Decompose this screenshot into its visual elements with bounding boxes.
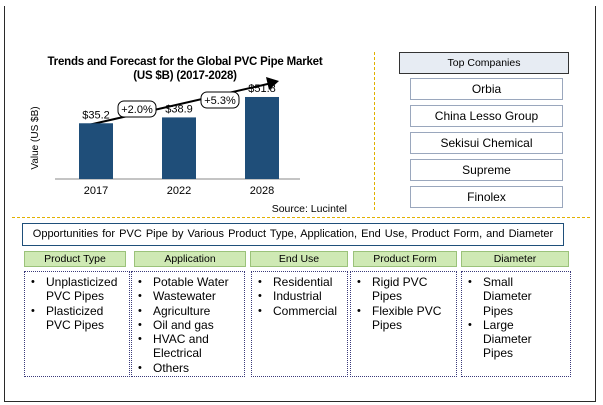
column-product-form: Rigid PVC Pipes Flexible PVC Pipes (350, 271, 457, 377)
top-companies-header: Top Companies (399, 52, 569, 74)
data-label: $38.9 (165, 103, 193, 115)
bar-chart: Value (US $B) +2.0% +5.3% $35.2 2017 $38.9… (30, 77, 347, 215)
chart-subtitle: (US $B) (2017-2028) (133, 70, 237, 82)
growth-annotation-label: +2.0% (121, 104, 153, 116)
chart-source: Source: Lucintel (272, 203, 347, 215)
growth-arrow (83, 82, 273, 127)
list-item: Others (132, 361, 244, 376)
column-product-type: Unplasticized PVC Pipes Plasticized PVC … (24, 271, 130, 377)
horizontal-divider (12, 217, 590, 218)
company-item: Finolex (410, 186, 563, 208)
chart-title-block: Trends and Forecast for the Global PVC P… (20, 55, 350, 83)
list-item: HVAC and Electrical (132, 332, 244, 361)
growth-annotation-label: +5.3% (204, 95, 236, 107)
growth-arrow-head (266, 77, 279, 90)
list-item: Large Diameter Pipes (462, 318, 570, 361)
data-label: $51.8 (248, 83, 276, 95)
list-item: Rigid PVC Pipes (351, 275, 456, 304)
list-item: Commercial (252, 304, 347, 319)
company-item: Orbia (410, 78, 563, 100)
list-item: Oil and gas (132, 318, 244, 333)
x-tick-label: 2017 (84, 185, 108, 197)
company-item: Sekisui Chemical (410, 132, 563, 154)
bar-2028 (245, 96, 279, 179)
bar-2017 (79, 123, 113, 179)
company-item: Supreme (410, 159, 563, 181)
list-item: Potable Water (132, 275, 244, 290)
list-item: Flexible PVC Pipes (351, 304, 456, 333)
bar-2022 (162, 117, 196, 179)
frame-top-gap (0, 0, 603, 6)
list-item: Wastewater (132, 289, 244, 304)
x-tick-label: 2022 (167, 185, 191, 197)
list-item: Industrial (252, 289, 347, 304)
vertical-divider (374, 52, 375, 210)
column-application: Potable Water Wastewater Agriculture Oil… (131, 271, 245, 377)
growth-annotation-box (117, 100, 157, 118)
list-item: Plasticized PVC Pipes (25, 304, 129, 333)
column-end-use: Residential Industrial Commercial (251, 271, 348, 377)
column-header-diameter: Diameter (461, 251, 569, 267)
list-item: Small Diameter Pipes (462, 275, 570, 318)
opportunities-title: Opportunities for PVC Pipe by Various Pr… (22, 223, 564, 246)
list-item: Agriculture (132, 304, 244, 319)
list-item: Residential (252, 275, 347, 290)
column-header-product-type: Product Type (24, 251, 126, 267)
column-header-application: Application (134, 251, 246, 267)
company-item: China Lesso Group (410, 105, 563, 127)
y-axis-label: Value (US $B) (30, 106, 41, 169)
column-header-product-form: Product Form (353, 251, 457, 267)
list-item: Unplasticized PVC Pipes (25, 275, 129, 304)
column-diameter: Small Diameter Pipes Large Diameter Pipe… (461, 271, 571, 377)
chart-title: Trends and Forecast for the Global PVC P… (47, 56, 323, 68)
growth-annotation-box (200, 91, 240, 109)
column-header-end-use: End Use (250, 251, 348, 267)
x-tick-label: 2028 (250, 185, 274, 197)
data-label: $35.2 (82, 109, 110, 121)
